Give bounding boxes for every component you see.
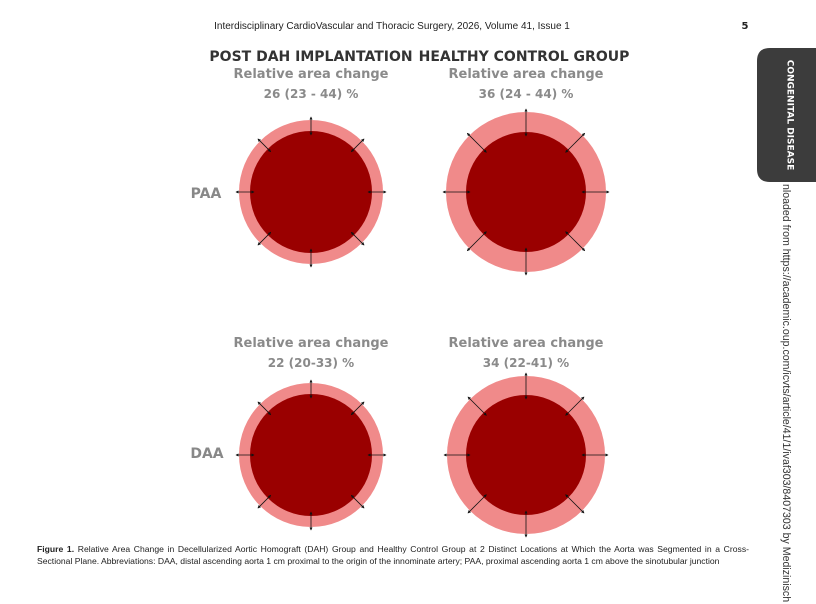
strain-arrow xyxy=(350,401,365,416)
strain-arrow xyxy=(350,138,365,153)
strain-arrow xyxy=(565,396,585,416)
lumen xyxy=(250,131,372,253)
strain-arrow xyxy=(466,231,487,252)
strain-arrow xyxy=(350,231,365,246)
row-label: PAA xyxy=(191,186,222,202)
panel-label: Relative area change xyxy=(234,336,389,351)
download-note: nloaded from https://academic.oup.com/ic… xyxy=(780,184,792,602)
column-title: POST DAH IMPLANTATION xyxy=(209,49,412,65)
lumen xyxy=(466,132,586,252)
page-number: 5 xyxy=(742,21,749,32)
lumen xyxy=(250,394,372,516)
panel-value: 22 (20-33) % xyxy=(268,356,354,370)
side-tab xyxy=(757,48,816,182)
strain-arrow xyxy=(257,401,272,416)
panel-label: Relative area change xyxy=(449,336,604,351)
strain-arrow xyxy=(565,132,586,153)
caption: Figure 1. Relative Area Change in Decell… xyxy=(37,544,749,567)
panel-value: 36 (24 - 44) % xyxy=(479,87,574,101)
strain-arrow xyxy=(467,494,487,514)
strain-arrow xyxy=(467,396,487,416)
strain-arrow xyxy=(350,494,365,509)
caption-label: Figure 1. xyxy=(37,544,75,554)
panel-value: 26 (23 - 44) % xyxy=(264,87,359,101)
strain-arrow xyxy=(257,231,272,246)
strain-arrow xyxy=(257,138,272,153)
column-title: HEALTHY CONTROL GROUP xyxy=(419,49,630,65)
lumen xyxy=(466,395,586,515)
panel-label: Relative area change xyxy=(449,67,604,82)
row-label: DAA xyxy=(190,446,223,462)
running-title: Interdisciplinary CardioVascular and Tho… xyxy=(214,21,570,32)
strain-arrow xyxy=(565,494,585,514)
side-tab-label: CONGENITAL DISEASE xyxy=(785,60,795,171)
strain-arrow xyxy=(565,231,586,252)
strain-arrow xyxy=(257,494,272,509)
strain-arrow xyxy=(466,132,487,153)
caption-text: Relative Area Change in Decellularized A… xyxy=(37,544,749,566)
panel-value: 34 (22-41) % xyxy=(483,356,569,370)
panel-label: Relative area change xyxy=(234,67,389,82)
